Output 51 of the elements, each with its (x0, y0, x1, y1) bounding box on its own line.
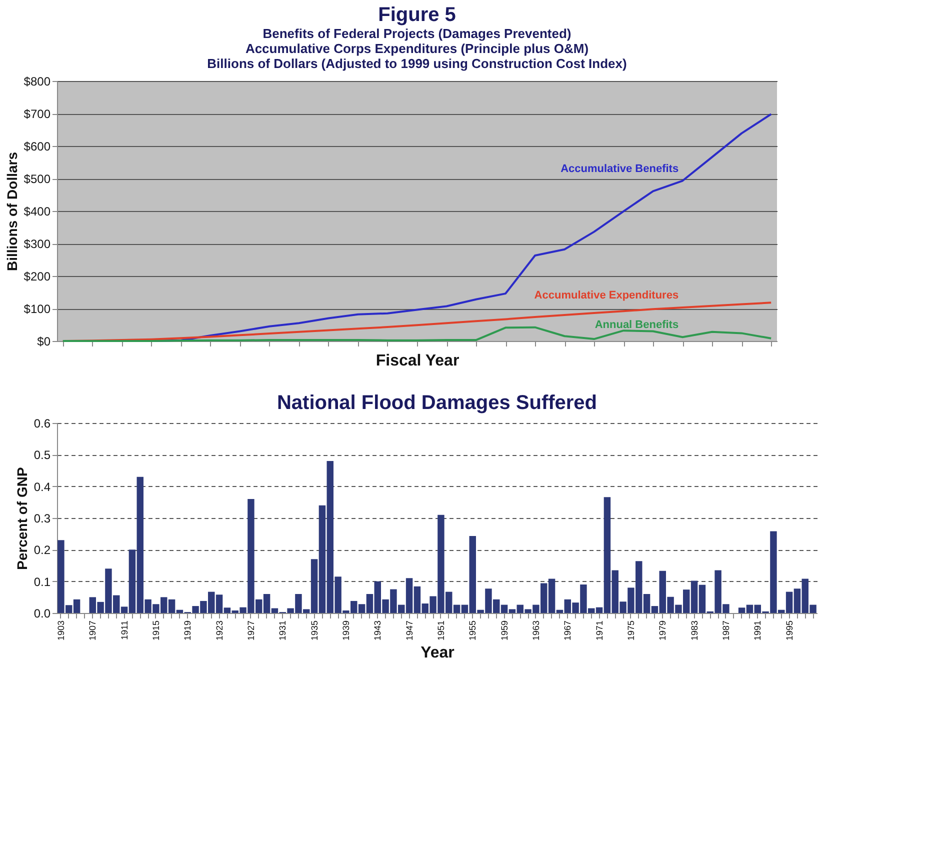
y-tick-label: $700 (24, 107, 51, 121)
y-axis-title: Billions of Dollars (4, 152, 20, 272)
x-tick-label: 1959 (499, 620, 510, 641)
x-axis-title: Year (420, 644, 454, 662)
series-label: Annual Benefits (594, 319, 679, 332)
x-axis-title: Fiscal Year (376, 352, 460, 370)
x-tick-label: 1923 (214, 620, 224, 641)
series-label: Accumulative Benefits (560, 162, 679, 175)
x-tick-label: 1951 (436, 620, 446, 641)
y-tick-label: $800 (24, 74, 51, 88)
y-tick-label: 0.0 (34, 606, 51, 620)
y-tick-label: $400 (24, 204, 51, 218)
x-tick-label: 1963 (530, 620, 541, 641)
chart-title: National Flood Damages Suffered (276, 392, 598, 414)
y-tick-label: 0.4 (34, 480, 51, 494)
text: Billions of Dollars (Adjusted to 1999 using Construction Cost Index) (207, 56, 627, 71)
series-label: Accumulative Expenditures (534, 290, 679, 302)
x-tick-label: 1939 (340, 620, 351, 641)
x-tick-label: 1907 (88, 620, 98, 641)
x-tick-label: 1935 (309, 620, 320, 641)
y-tick-label: $200 (24, 270, 51, 284)
x-tick-label: 1975 (626, 620, 636, 641)
y-tick-label: $600 (24, 140, 51, 154)
y-tick-label: $0 (37, 334, 51, 348)
y-tick-label: 0.5 (34, 448, 51, 462)
y-tick-label: 0.3 (34, 512, 51, 526)
y-axis-title: Percent of GNP (14, 467, 30, 570)
x-tick-label: 1903 (56, 620, 66, 641)
y-tick-label: 0.2 (34, 543, 51, 558)
x-tick-label: 1915 (150, 620, 161, 641)
x-tick-label: 1967 (562, 620, 573, 641)
chart-subtitle: Benefits of Federal Projects (Damages Prevented) Accumulative Corps Expenditures (Principle plus O&M) (245, 26, 589, 56)
x-tick-label: 1983 (689, 620, 700, 641)
x-tick-label: 1979 (658, 620, 668, 641)
x-tick-label: 1955 (468, 620, 478, 641)
x-tick-label: 1995 (784, 620, 794, 641)
x-tick-label: 1987 (720, 620, 731, 641)
x-tick-label: 1931 (278, 620, 288, 641)
x-tick-label: 1927 (246, 620, 256, 641)
x-tick-label: 1911 (119, 620, 130, 640)
x-tick-label: 1991 (752, 620, 763, 641)
y-tick-label: $300 (24, 237, 51, 251)
x-tick-label: 1971 (594, 620, 604, 641)
x-tick-label: 1947 (404, 620, 414, 641)
x-tick-label: 1943 (372, 620, 383, 641)
y-tick-label: 0.6 (34, 416, 51, 430)
chart-title: Figure 5 (378, 4, 456, 26)
y-tick-label: 0.1 (34, 574, 51, 589)
x-tick-label: 1919 (182, 620, 193, 641)
y-tick-label: $500 (24, 172, 51, 186)
y-tick-label: $100 (24, 302, 51, 316)
